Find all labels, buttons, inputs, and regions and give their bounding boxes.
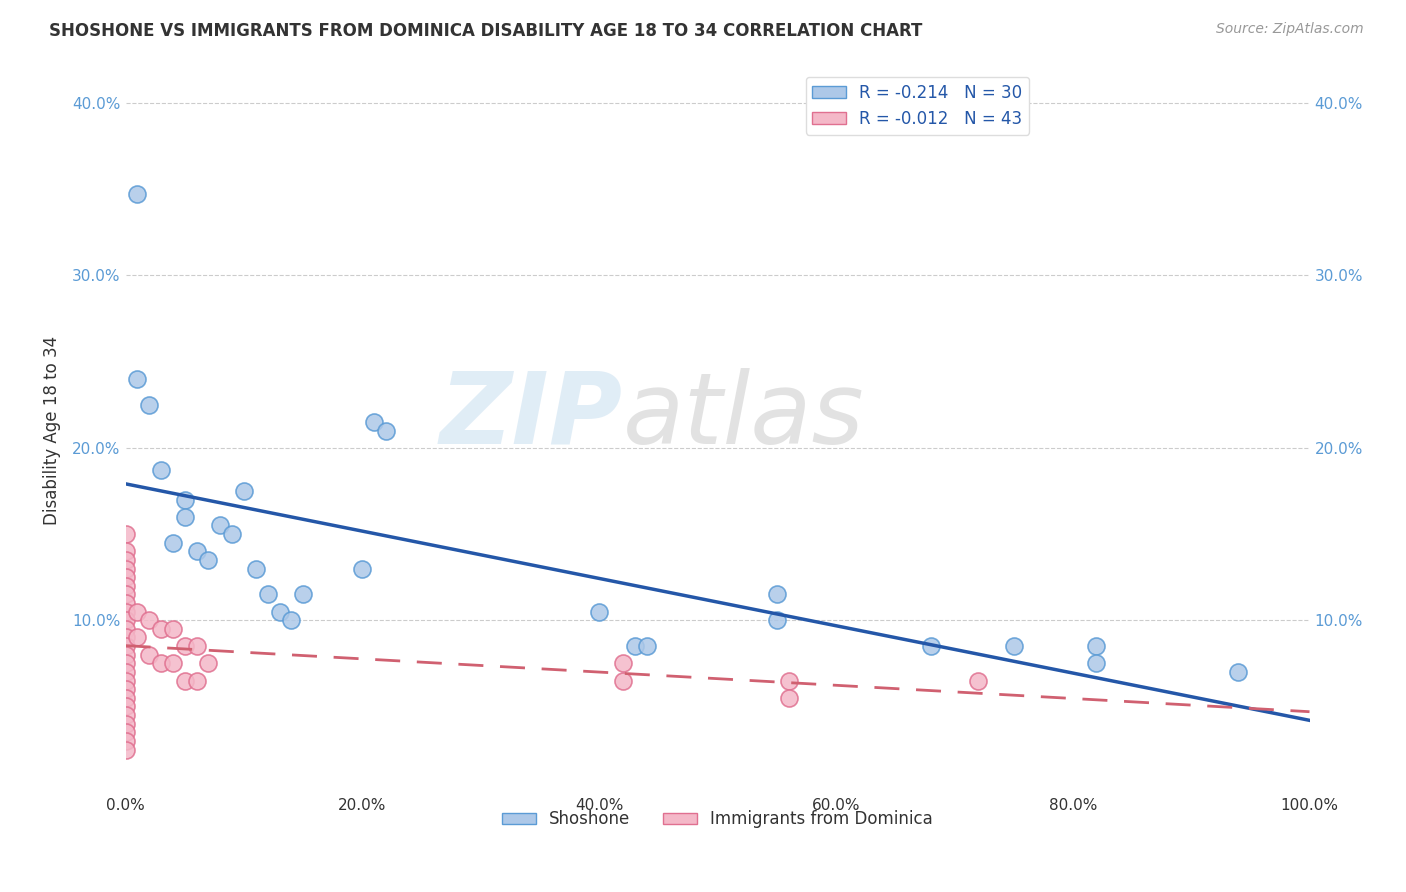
Point [186, 673, 208, 688]
Point [245, 561, 267, 575]
Point [114, 553, 136, 567]
Point [197, 553, 219, 567]
Text: Source: ZipAtlas.com: Source: ZipAtlas.com [1216, 22, 1364, 37]
Text: ZIP: ZIP [440, 368, 623, 465]
Point [114, 544, 136, 558]
Point [114, 579, 136, 593]
Point [114, 527, 136, 541]
Point [114, 631, 136, 645]
Point [778, 690, 800, 705]
Point [173, 509, 195, 524]
Point [114, 665, 136, 679]
Point [186, 544, 208, 558]
Point [150, 657, 173, 671]
Point [138, 398, 160, 412]
Point [1227, 665, 1250, 679]
Point [114, 657, 136, 671]
Point [765, 613, 787, 627]
Point [778, 673, 800, 688]
Point [173, 492, 195, 507]
Point [114, 570, 136, 584]
Point [127, 187, 149, 202]
Point [114, 561, 136, 575]
Text: atlas: atlas [623, 368, 865, 465]
Point [588, 605, 610, 619]
Point [269, 605, 291, 619]
Point [138, 648, 160, 662]
Point [173, 639, 195, 653]
Point [114, 587, 136, 601]
Point [127, 605, 149, 619]
Point [612, 657, 634, 671]
Point [209, 518, 232, 533]
Point [1085, 657, 1108, 671]
Point [256, 587, 278, 601]
Point [114, 605, 136, 619]
Point [114, 742, 136, 756]
Point [612, 673, 634, 688]
Point [280, 613, 302, 627]
Point [186, 639, 208, 653]
Point [162, 622, 184, 636]
Point [150, 463, 173, 477]
Point [623, 639, 645, 653]
Point [292, 587, 315, 601]
Point [221, 527, 243, 541]
Point [114, 648, 136, 662]
Point [197, 657, 219, 671]
Point [114, 673, 136, 688]
Point [114, 622, 136, 636]
Point [162, 657, 184, 671]
Point [114, 682, 136, 697]
Point [114, 725, 136, 739]
Point [162, 535, 184, 549]
Point [114, 613, 136, 627]
Point [127, 631, 149, 645]
Point [127, 372, 149, 386]
Point [114, 699, 136, 714]
Text: SHOSHONE VS IMMIGRANTS FROM DOMINICA DISABILITY AGE 18 TO 34 CORRELATION CHART: SHOSHONE VS IMMIGRANTS FROM DOMINICA DIS… [49, 22, 922, 40]
Point [375, 424, 398, 438]
Point [173, 673, 195, 688]
Point [114, 690, 136, 705]
Point [233, 483, 256, 498]
Point [363, 415, 385, 429]
Point [150, 622, 173, 636]
Point [138, 613, 160, 627]
Point [967, 673, 990, 688]
Point [765, 587, 787, 601]
Point [920, 639, 942, 653]
Point [1085, 639, 1108, 653]
Point [114, 716, 136, 731]
Point [636, 639, 658, 653]
Point [114, 708, 136, 723]
Point [352, 561, 374, 575]
Point [114, 734, 136, 748]
Point [1002, 639, 1025, 653]
Legend: Shoshone, Immigrants from Dominica: Shoshone, Immigrants from Dominica [495, 804, 939, 835]
Y-axis label: Disability Age 18 to 34: Disability Age 18 to 34 [44, 336, 60, 525]
Point [114, 596, 136, 610]
Point [114, 639, 136, 653]
